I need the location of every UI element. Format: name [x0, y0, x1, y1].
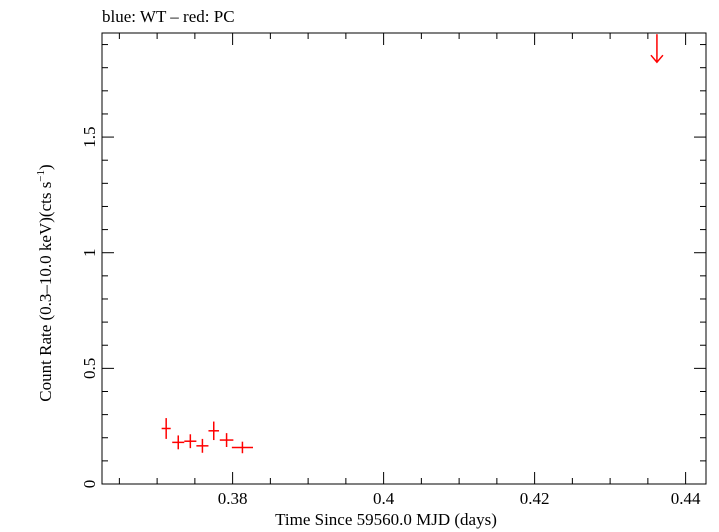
axes-frame — [101, 32, 707, 485]
x-tick-label: 0.44 — [671, 489, 701, 508]
plot-frame — [101, 32, 707, 485]
y-axis-label: Count Rate (0.3–10.0 keV)(cts s−1) — [35, 164, 55, 401]
x-axis-label: Time Since 59560.0 MJD (days) — [275, 510, 497, 529]
y-tick-label: 0.5 — [80, 358, 99, 379]
y-axis-label-close: ) — [36, 164, 55, 170]
data-point — [208, 421, 220, 441]
data-point — [161, 418, 171, 439]
axis-tick-labels: 0.38 0.4 0.42 0.44 0 0.5 1 1.5 — [80, 126, 701, 508]
y-tick-label: 1.5 — [80, 126, 99, 147]
data-point — [219, 433, 234, 447]
y-tick-label: 1 — [80, 248, 99, 257]
x-tick-label: 0.42 — [520, 489, 550, 508]
data-series — [161, 34, 664, 454]
y-axis-label-main: Count Rate (0.3–10.0 keV)(cts s — [36, 182, 55, 402]
data-point — [184, 434, 197, 449]
upper-limit-arrow — [650, 34, 664, 64]
axis-ticks — [102, 33, 706, 485]
data-point — [172, 435, 185, 450]
chart-title: blue: WT – red: PC — [102, 7, 235, 26]
x-tick-label: 0.4 — [373, 489, 395, 508]
y-tick-label: 0 — [80, 480, 99, 489]
data-point — [231, 441, 253, 454]
y-axis-label-superscript: −1 — [35, 170, 47, 182]
data-point — [196, 438, 209, 453]
x-tick-label: 0.38 — [218, 489, 248, 508]
upper-limit-head — [650, 54, 664, 64]
